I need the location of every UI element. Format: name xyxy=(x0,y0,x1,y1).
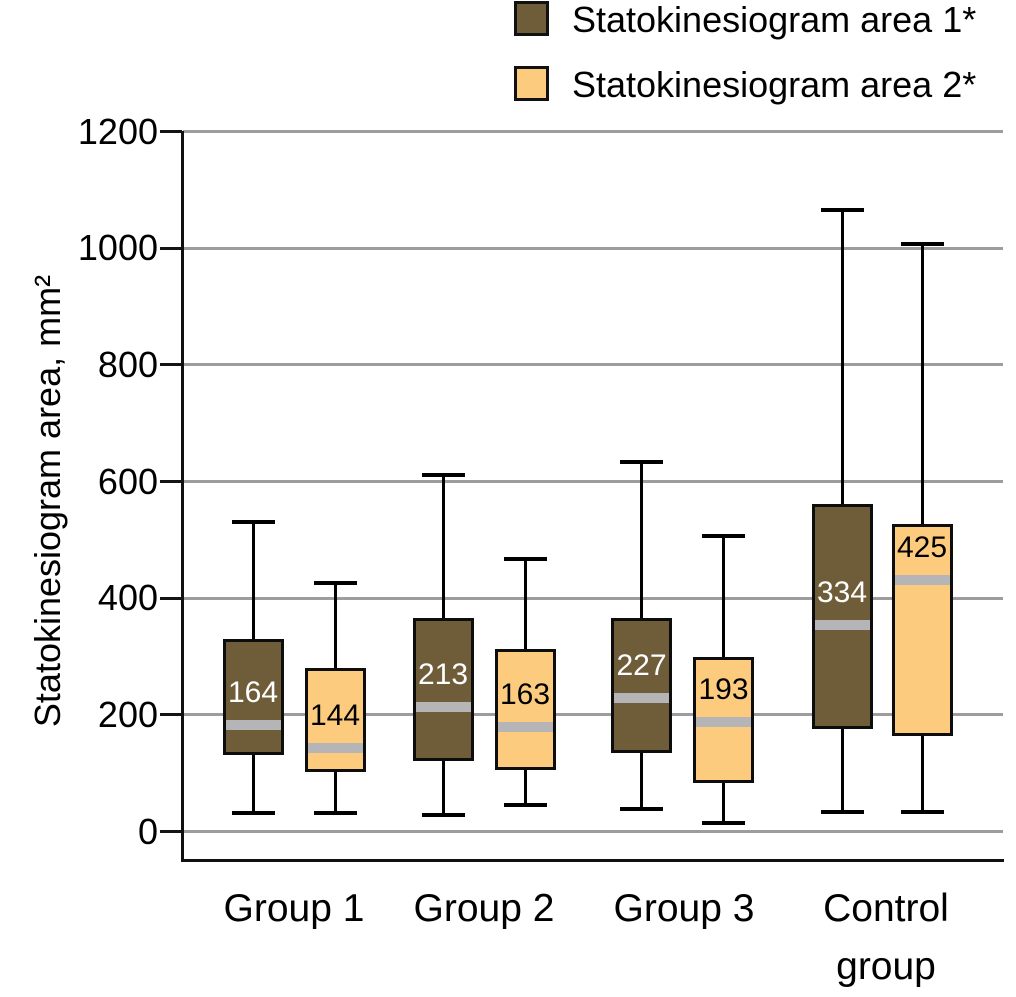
x-label-control-group: Control group xyxy=(823,887,949,988)
y-tick-label-400: 400 xyxy=(97,577,158,619)
median-line xyxy=(696,716,751,727)
whisker-cap-top xyxy=(231,519,275,524)
median-line xyxy=(894,575,950,586)
legend-label-area-2: Statokinesiogram area 2* xyxy=(572,64,977,105)
median-value-label: 163 xyxy=(499,678,551,712)
gridline-200 xyxy=(183,713,1003,717)
whisker-cap-top xyxy=(620,460,663,465)
y-tick-label-0: 0 xyxy=(137,810,158,852)
whisker-cap-top xyxy=(313,581,357,586)
whisker-cap-bottom xyxy=(421,813,465,818)
y-tick-mark-1000 xyxy=(160,246,182,250)
median-line xyxy=(307,742,363,753)
y-tick-label-600: 600 xyxy=(97,460,158,502)
median-value-label: 213 xyxy=(417,658,469,692)
gridline-0 xyxy=(183,830,1003,833)
gridline-800 xyxy=(183,363,1003,367)
median-line xyxy=(614,692,669,703)
y-tick-mark-0 xyxy=(160,830,182,833)
whisker-cap-top xyxy=(503,557,547,562)
median-line xyxy=(225,719,281,730)
box-group-2-series-2 xyxy=(494,648,556,771)
y-tick-mark-800 xyxy=(160,363,182,367)
whisker-cap-bottom xyxy=(620,806,663,811)
gridline-600 xyxy=(183,480,1003,484)
y-tick-label-200: 200 xyxy=(97,693,158,735)
y-axis-line xyxy=(181,131,184,862)
whisker-cap-bottom xyxy=(503,803,547,808)
whisker-cap-top xyxy=(820,208,864,213)
y-tick-mark-600 xyxy=(160,480,182,484)
median-value-label: 227 xyxy=(616,648,667,682)
whisker-cap-top xyxy=(702,534,745,539)
whisker-cap-bottom xyxy=(313,810,357,815)
x-label-group-1: Group 1 xyxy=(223,887,365,930)
whisker-cap-top xyxy=(900,241,944,246)
median-value-label: 164 xyxy=(227,675,279,709)
y-tick-mark-200 xyxy=(160,713,182,717)
median-value-label: 334 xyxy=(816,576,868,610)
y-tick-label-1200: 1200 xyxy=(77,110,158,152)
median-value-label: 425 xyxy=(896,531,948,565)
y-tick-mark-400 xyxy=(160,596,182,600)
median-line xyxy=(497,722,553,733)
box-control-group-series-1 xyxy=(811,503,873,729)
legend-swatch-area-2 xyxy=(514,66,549,101)
whisker-cap-bottom xyxy=(900,810,944,815)
box-group-3-series-1 xyxy=(611,618,672,753)
median-line xyxy=(415,702,471,713)
x-axis-line xyxy=(181,859,1004,862)
whisker-cap-top xyxy=(421,472,465,477)
y-tick-label-800: 800 xyxy=(97,343,158,385)
box-group-1-series-2 xyxy=(304,667,366,772)
whisker-cap-bottom xyxy=(820,810,864,815)
x-label-group-2: Group 2 xyxy=(413,887,555,930)
median-value-label: 144 xyxy=(309,698,361,732)
gridline-400 xyxy=(183,596,1003,600)
legend-label-area-1: Statokinesiogram area 1* xyxy=(572,0,977,40)
box-control-group-series-2 xyxy=(891,524,953,736)
median-line xyxy=(814,620,870,631)
gridline-1000 xyxy=(183,246,1003,250)
legend-swatch-area-1 xyxy=(514,1,549,36)
gridline-1200 xyxy=(183,130,1003,134)
y-tick-label-1000: 1000 xyxy=(77,227,158,269)
whisker-cap-bottom xyxy=(231,810,275,815)
median-value-label: 193 xyxy=(698,672,749,706)
whisker-cap-bottom xyxy=(702,820,745,825)
x-label-group-3: Group 3 xyxy=(613,887,755,930)
box-group-1-series-1 xyxy=(222,639,284,756)
y-tick-mark-1200 xyxy=(160,130,182,134)
box-group-2-series-1 xyxy=(412,618,474,761)
